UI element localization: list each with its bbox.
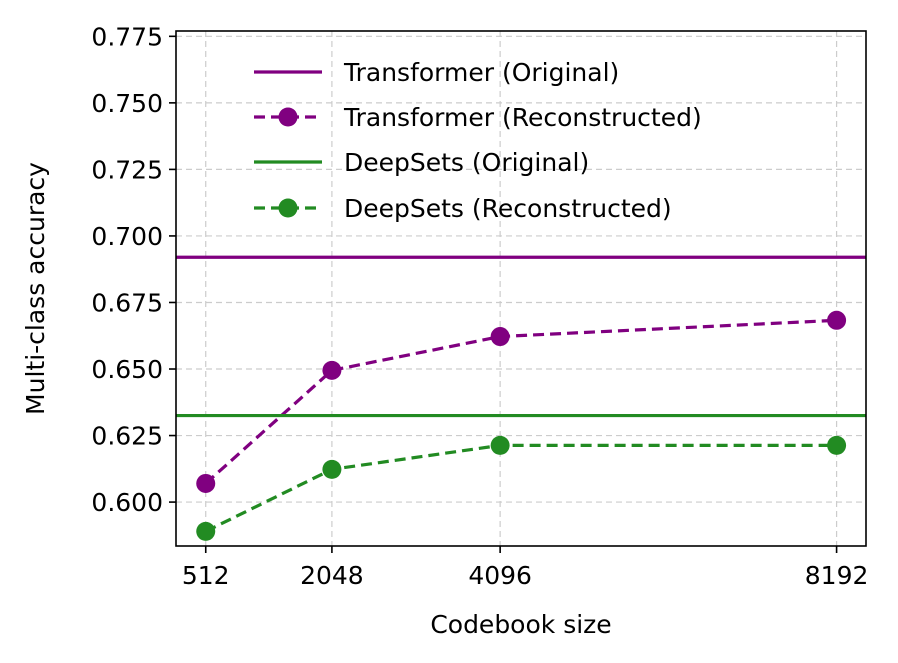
grid (176, 31, 866, 546)
data-point (196, 521, 216, 541)
legend-marker (278, 198, 298, 218)
x-tick-label: 2048 (300, 561, 364, 590)
y-tick-label: 0.650 (91, 355, 163, 384)
x-tick-label: 512 (182, 561, 230, 590)
series-layer (176, 255, 866, 541)
data-point (322, 360, 342, 380)
x-tick-label: 4096 (468, 561, 532, 590)
legend-label: Transformer (Original) (343, 58, 619, 87)
series-line (204, 318, 837, 485)
data-point (827, 310, 847, 330)
data-point (322, 459, 342, 479)
series-1 (196, 310, 847, 493)
ticks: 512 2048 4096 8192 0.600 0.625 0.650 0.675 0.700… (91, 22, 868, 590)
legend-label: DeepSets (Reconstructed) (344, 194, 672, 223)
y-axis-label: Multi-class accuracy (21, 162, 50, 415)
series-3 (196, 435, 847, 541)
legend-label: DeepSets (Original) (344, 148, 589, 177)
y-tick-label: 0.725 (91, 155, 163, 184)
y-tick-label: 0.625 (91, 422, 163, 451)
data-point (196, 473, 216, 493)
data-point (827, 435, 847, 455)
x-axis-label: Codebook size (430, 610, 611, 639)
y-tick-label: 0.675 (91, 288, 163, 317)
y-tick-label: 0.600 (91, 488, 163, 517)
plot-frame (175, 30, 867, 547)
y-tick-label: 0.750 (91, 89, 163, 118)
y-tick-label: 0.775 (91, 22, 163, 51)
y-tick-label: 0.700 (91, 222, 163, 251)
data-point (490, 435, 510, 455)
data-point (490, 327, 510, 347)
legend: Transformer (Original) Transformer (Recon… (254, 58, 702, 223)
legend-label: Transformer (Reconstructed) (343, 103, 702, 132)
series-line (205, 443, 837, 533)
x-tick-label: 8192 (805, 561, 869, 590)
legend-marker (278, 107, 298, 127)
